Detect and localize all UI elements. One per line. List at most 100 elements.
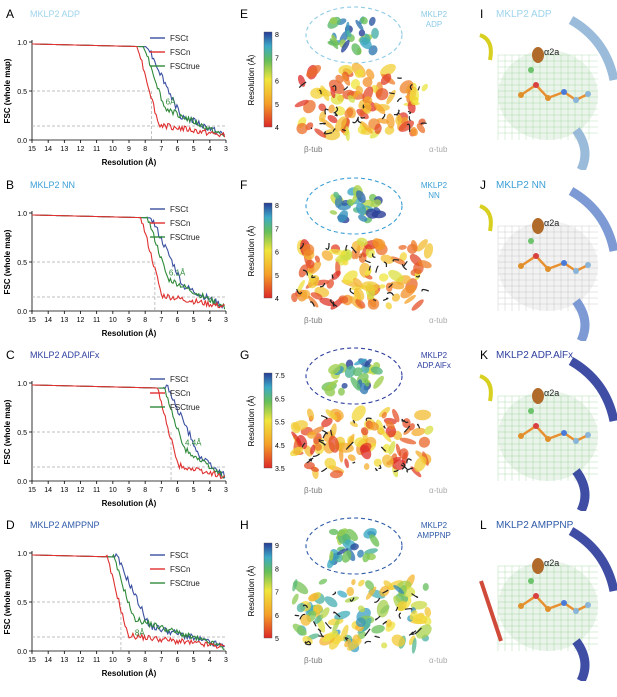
y-axis-label: FSC (whole map)	[3, 569, 12, 634]
backbone-trace	[322, 429, 328, 435]
backbone-trace	[319, 122, 326, 125]
density-blob	[367, 298, 380, 310]
resolution-annotation: 6Å	[166, 98, 176, 107]
density-blob	[306, 65, 322, 78]
backbone-trace	[330, 429, 333, 437]
density-blob	[372, 238, 385, 251]
density-blob	[345, 126, 350, 142]
alpha-tub-label: α-tub	[429, 656, 448, 665]
scale-label: Resolution (Å)	[247, 565, 256, 616]
density-blob	[338, 64, 354, 76]
x-tick-label: 7	[159, 146, 163, 153]
density-blob	[318, 578, 328, 585]
density-blob	[355, 19, 364, 31]
density-blob	[354, 358, 367, 366]
map-title: NN	[428, 191, 440, 200]
y-tick-label: 0.5	[17, 89, 27, 96]
density-blob	[365, 586, 377, 600]
x-tick-label: 10	[109, 487, 117, 494]
backbone-trace	[395, 606, 399, 612]
map-title: MKLP2	[421, 10, 448, 19]
atom	[561, 89, 567, 95]
zoom-title: MKLP2 ADP	[496, 9, 552, 20]
density-blob	[388, 269, 404, 282]
x-tick-label: 5	[192, 317, 196, 324]
backbone-trace	[302, 604, 309, 608]
density-blob	[351, 193, 358, 204]
density-blob	[353, 277, 363, 288]
curve-fsctrue	[32, 43, 226, 138]
density-blob	[388, 441, 396, 455]
legend-label: FSCtrue	[170, 579, 200, 588]
density-blob	[390, 256, 406, 265]
atom	[561, 600, 567, 606]
panel-letter: E	[240, 7, 248, 21]
backbone-trace	[415, 275, 420, 278]
density-blob	[334, 610, 351, 620]
density-blob	[337, 528, 348, 537]
legend-label: FSCt	[170, 375, 189, 384]
x-tick-label: 13	[60, 146, 68, 153]
density-blob	[375, 88, 389, 101]
x-tick-label: 11	[93, 657, 100, 664]
backbone-trace	[411, 593, 419, 599]
density-blob	[338, 295, 349, 304]
density-blob	[411, 299, 424, 311]
density-blob	[297, 279, 305, 293]
color-scale-bar	[263, 372, 273, 469]
helix-residue	[532, 47, 544, 63]
backbone-trace	[318, 635, 324, 638]
backbone-trace	[309, 301, 315, 307]
zoom-panel-l: L MKLP2 AMPPNP α2a	[476, 511, 617, 681]
atom	[533, 82, 539, 88]
x-tick-label: 9	[127, 487, 131, 494]
density-blob	[374, 123, 382, 135]
backbone-trace	[374, 615, 381, 621]
x-tick-label: 12	[77, 146, 85, 153]
density-blob	[370, 366, 383, 375]
density-blob	[414, 456, 427, 472]
density-blob	[344, 596, 359, 603]
backbone-trace	[349, 597, 355, 602]
backbone-trace	[349, 287, 355, 295]
backbone-trace	[392, 259, 400, 262]
backbone-trace	[404, 608, 413, 611]
density-blob	[328, 364, 341, 375]
backbone-trace	[333, 106, 339, 114]
density-blob	[334, 116, 347, 132]
backbone-trace	[409, 83, 413, 91]
x-tick-label: 12	[77, 487, 85, 494]
density-blob	[393, 585, 404, 594]
density-blob	[356, 202, 367, 216]
density-blob	[424, 425, 434, 435]
x-tick-label: 3	[224, 657, 228, 664]
backbone-trace	[334, 112, 338, 117]
backbone-trace	[331, 274, 334, 279]
density-blob	[398, 120, 415, 132]
density-blob	[303, 100, 316, 114]
density-blob	[358, 214, 368, 222]
density-blob	[320, 117, 335, 130]
density-blob	[291, 292, 298, 303]
panel-title: MKLP2 AMPPNP	[30, 520, 100, 530]
backbone-trace	[301, 442, 306, 448]
legend-label: FSCtrue	[170, 233, 200, 242]
density-blob	[376, 599, 389, 618]
density-blob	[358, 579, 365, 587]
resolution-annotation: 8Å	[135, 628, 145, 637]
backbone-trace	[350, 246, 357, 254]
ion-atom	[528, 238, 534, 244]
backbone-trace	[380, 446, 387, 452]
density-blob	[380, 254, 394, 264]
density-blob	[291, 593, 299, 605]
x-tick-label: 14	[44, 487, 52, 494]
density-blob	[381, 411, 387, 419]
color-scale-bar	[263, 202, 273, 299]
backbone-trace	[406, 458, 412, 464]
density-blob	[373, 102, 386, 115]
density-blob	[325, 409, 338, 421]
density-blob	[341, 73, 351, 86]
backbone-trace	[421, 288, 430, 292]
scale-tick-label: 5	[275, 273, 279, 280]
